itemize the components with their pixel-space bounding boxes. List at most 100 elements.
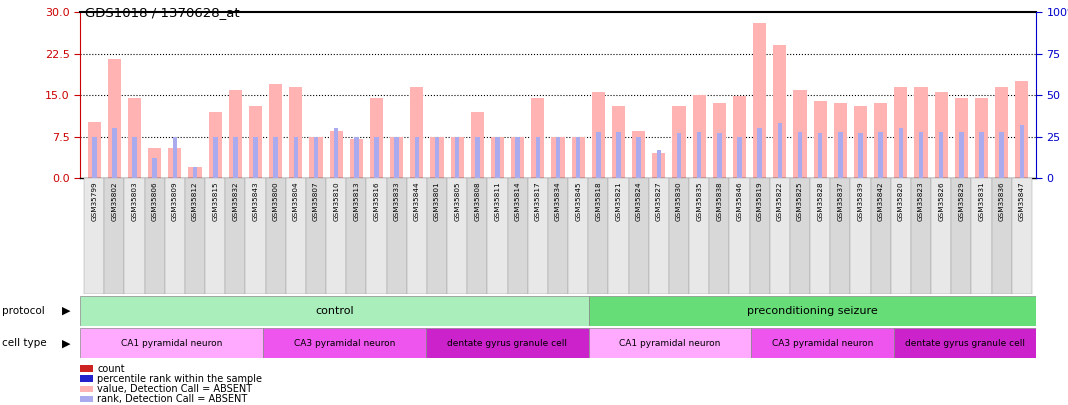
Text: GSM35822: GSM35822 bbox=[776, 182, 783, 221]
Bar bbox=[750, 178, 770, 294]
Bar bbox=[326, 178, 346, 294]
Bar bbox=[355, 137, 359, 178]
Bar bbox=[144, 178, 164, 294]
Text: GSM35805: GSM35805 bbox=[454, 182, 460, 221]
Bar bbox=[535, 137, 540, 178]
Text: GSM35823: GSM35823 bbox=[918, 182, 924, 221]
Text: dentate gyrus granule cell: dentate gyrus granule cell bbox=[447, 339, 567, 348]
Text: GSM35838: GSM35838 bbox=[717, 182, 722, 221]
Bar bbox=[213, 137, 218, 178]
Bar bbox=[512, 137, 524, 178]
Bar bbox=[850, 178, 870, 294]
Text: GSM35799: GSM35799 bbox=[91, 182, 97, 221]
Text: GSM35819: GSM35819 bbox=[757, 182, 763, 221]
Text: GSM35828: GSM35828 bbox=[817, 182, 823, 221]
Text: percentile rank within the sample: percentile rank within the sample bbox=[97, 374, 262, 384]
Bar bbox=[225, 178, 246, 294]
Bar bbox=[205, 178, 225, 294]
Bar bbox=[637, 137, 641, 178]
Bar bbox=[773, 45, 786, 178]
Text: GSM35812: GSM35812 bbox=[192, 182, 198, 221]
Bar bbox=[794, 90, 806, 178]
Bar bbox=[84, 178, 105, 294]
Text: GSM35818: GSM35818 bbox=[595, 182, 601, 221]
Bar bbox=[632, 131, 645, 178]
Text: GSM35847: GSM35847 bbox=[1019, 182, 1025, 221]
Bar bbox=[269, 84, 282, 178]
Bar bbox=[898, 128, 904, 178]
Bar bbox=[427, 178, 447, 294]
Bar bbox=[588, 296, 1036, 326]
Bar bbox=[830, 178, 850, 294]
Bar bbox=[653, 153, 665, 178]
Bar bbox=[125, 178, 144, 294]
Text: GSM35815: GSM35815 bbox=[213, 182, 218, 221]
Bar bbox=[471, 112, 484, 178]
Bar bbox=[576, 137, 581, 178]
Bar bbox=[289, 87, 302, 178]
Text: GSM35804: GSM35804 bbox=[293, 182, 299, 221]
Text: CA1 pyramidal neuron: CA1 pyramidal neuron bbox=[619, 339, 721, 348]
Text: GSM35800: GSM35800 bbox=[272, 182, 279, 221]
Text: cell type: cell type bbox=[2, 338, 47, 348]
Bar bbox=[394, 137, 399, 178]
Bar bbox=[854, 106, 867, 178]
Bar bbox=[188, 167, 202, 178]
Text: GDS1018 / 1370628_at: GDS1018 / 1370628_at bbox=[85, 6, 240, 19]
Bar bbox=[305, 178, 326, 294]
Bar bbox=[693, 95, 706, 178]
Bar bbox=[286, 178, 305, 294]
Bar bbox=[346, 178, 366, 294]
Bar bbox=[959, 132, 963, 178]
Text: GSM35808: GSM35808 bbox=[474, 182, 481, 221]
Bar bbox=[80, 296, 588, 326]
Text: CA3 pyramidal neuron: CA3 pyramidal neuron bbox=[294, 339, 395, 348]
Bar bbox=[729, 178, 750, 294]
Bar bbox=[387, 178, 407, 294]
Text: GSM35825: GSM35825 bbox=[797, 182, 803, 221]
Bar bbox=[108, 59, 121, 178]
Text: CA1 pyramidal neuron: CA1 pyramidal neuron bbox=[121, 339, 222, 348]
Text: GSM35834: GSM35834 bbox=[555, 182, 561, 221]
Bar bbox=[374, 137, 379, 178]
Bar bbox=[430, 137, 443, 178]
Bar bbox=[894, 328, 1036, 358]
Text: GSM35810: GSM35810 bbox=[333, 182, 340, 221]
Bar bbox=[390, 137, 404, 178]
Bar bbox=[273, 137, 278, 178]
Bar bbox=[568, 178, 588, 294]
Bar bbox=[169, 148, 182, 178]
Text: GSM35809: GSM35809 bbox=[172, 182, 178, 221]
Bar bbox=[249, 106, 262, 178]
Bar bbox=[426, 328, 588, 358]
Bar bbox=[952, 178, 972, 294]
Text: rank, Detection Call = ABSENT: rank, Detection Call = ABSENT bbox=[97, 394, 248, 404]
Text: GSM35844: GSM35844 bbox=[414, 182, 420, 221]
Bar bbox=[153, 158, 157, 178]
Bar bbox=[253, 137, 257, 178]
Bar bbox=[955, 98, 968, 178]
Bar bbox=[370, 98, 383, 178]
Bar bbox=[112, 128, 116, 178]
Bar bbox=[894, 87, 908, 178]
Bar bbox=[712, 104, 726, 178]
Bar bbox=[914, 87, 928, 178]
Bar bbox=[709, 178, 729, 294]
Bar bbox=[891, 178, 911, 294]
Bar bbox=[778, 124, 782, 178]
Bar bbox=[233, 137, 238, 178]
Text: value, Detection Call = ABSENT: value, Detection Call = ABSENT bbox=[97, 384, 252, 394]
Bar bbox=[629, 178, 648, 294]
Text: GSM35829: GSM35829 bbox=[958, 182, 964, 221]
Text: GSM35801: GSM35801 bbox=[434, 182, 440, 221]
Text: GSM35836: GSM35836 bbox=[999, 182, 1005, 221]
Bar bbox=[596, 132, 600, 178]
Bar bbox=[939, 132, 943, 178]
Bar bbox=[1000, 132, 1004, 178]
Bar bbox=[1016, 81, 1028, 178]
Bar bbox=[592, 92, 604, 178]
Bar bbox=[979, 132, 984, 178]
Text: count: count bbox=[97, 364, 125, 373]
Text: GSM35827: GSM35827 bbox=[656, 182, 662, 221]
Bar bbox=[407, 178, 427, 294]
